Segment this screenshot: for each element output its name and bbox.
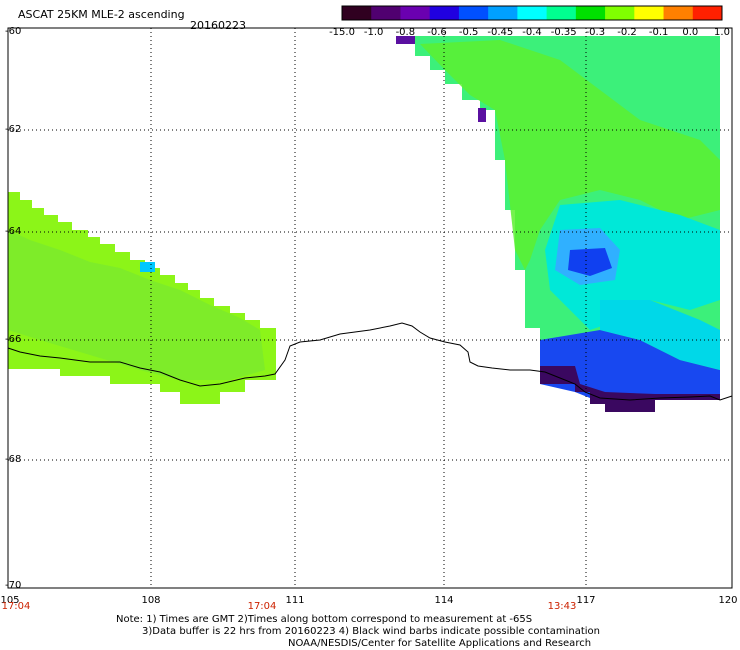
y-label-66: -66: [5, 334, 22, 345]
colorbar-swatch: [342, 6, 372, 20]
colorbar-frame: [341, 5, 723, 21]
right-swath-lower-blue: [540, 330, 720, 404]
colorbar-tick-label: -1.0: [363, 27, 384, 38]
y-label-68: -68: [5, 454, 22, 465]
time-label-3: 13:43: [547, 601, 577, 612]
colorbar-swatch: [517, 6, 548, 20]
colorbar-tick-label: -0.45: [487, 27, 514, 38]
coastline: [7, 322, 733, 401]
x-label-114: 114: [434, 595, 454, 606]
colorbar-tick-label: -0.35: [550, 27, 577, 38]
colorbar-tick-label: -15.0: [329, 27, 355, 38]
time-label-1: 17:04: [1, 601, 31, 612]
colorbar-swatch: [488, 6, 518, 20]
colorbar-tick-label: -0.2: [617, 27, 637, 38]
colorbar: [341, 5, 723, 21]
left-swath-spot: [140, 262, 155, 272]
colorbar-swatch: [575, 6, 606, 20]
right-swath: [396, 36, 720, 412]
x-label-108: 108: [141, 595, 161, 606]
x-label-120: 120: [718, 595, 738, 606]
colorbar-tick-label: 1.0: [714, 27, 730, 38]
colorbar-tick-label: -0.6: [427, 27, 447, 38]
right-swath-purple-spot: [396, 36, 415, 44]
note-line-1: Note: 1) Times are GMT 2)Times along bot…: [116, 614, 533, 625]
y-label-62: -62: [5, 124, 22, 135]
map-frame: [7, 27, 733, 589]
left-swath-shade: [8, 230, 265, 380]
grid: [8, 28, 732, 588]
colorbar-swatch: [400, 6, 431, 20]
x-label-105: 105: [0, 595, 20, 606]
colorbar-swatch: [692, 6, 723, 20]
colorbar-tick-label: -0.8: [395, 27, 416, 38]
y-label-70: -70: [5, 580, 22, 591]
colorbar-swatch: [458, 6, 489, 20]
time-label-2: 17:04: [247, 601, 277, 612]
x-label-117: 117: [576, 595, 596, 606]
colorbar-tick-label: -0.4: [522, 27, 542, 38]
right-swath-cyan-lower: [600, 300, 720, 370]
colorbar-tick-label: -0.5: [458, 27, 479, 38]
right-swath-purple: [540, 366, 720, 412]
colorbar-swatch: [371, 6, 401, 20]
chart-title: ASCAT 25KM MLE-2 ascending: [18, 8, 185, 21]
left-swath: [8, 192, 276, 404]
colorbar-swatch: [429, 6, 460, 20]
colorbar-swatch: [663, 6, 694, 20]
colorbar-tick-label: -0.1: [648, 27, 669, 38]
note-line-3: NOAA/NESDIS/Center for Satellite Applica…: [288, 638, 592, 649]
right-swath-blue-core: [568, 248, 612, 276]
colorbar-tick-label: -0.3: [585, 27, 606, 38]
colorbar-swatch: [546, 6, 577, 20]
y-label-64: -64: [5, 226, 22, 237]
colorbar-swatch: [605, 6, 635, 20]
x-label-111: 111: [285, 595, 305, 606]
colorbar-tick-label: 0.0: [682, 27, 699, 38]
y-label-60: -60: [5, 26, 22, 37]
colorbar-swatch: [634, 6, 665, 20]
right-swath-green: [420, 40, 720, 270]
right-swath-purple-spot-2: [478, 108, 486, 122]
note-line-2: 3)Data buffer is 22 hrs from 20160223 4)…: [142, 626, 600, 637]
